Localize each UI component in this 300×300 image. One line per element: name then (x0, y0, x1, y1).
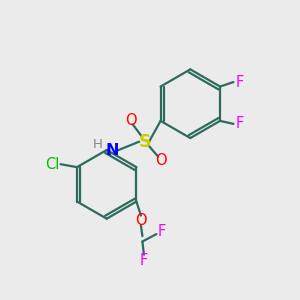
Text: H: H (92, 137, 102, 151)
Text: S: S (138, 133, 151, 151)
Text: O: O (125, 113, 137, 128)
Text: Cl: Cl (45, 157, 60, 172)
Text: O: O (155, 153, 167, 168)
Text: F: F (236, 75, 244, 90)
Text: F: F (236, 116, 244, 131)
Text: F: F (140, 253, 148, 268)
Text: N: N (105, 143, 119, 158)
Text: F: F (158, 224, 166, 238)
Text: O: O (135, 212, 147, 227)
